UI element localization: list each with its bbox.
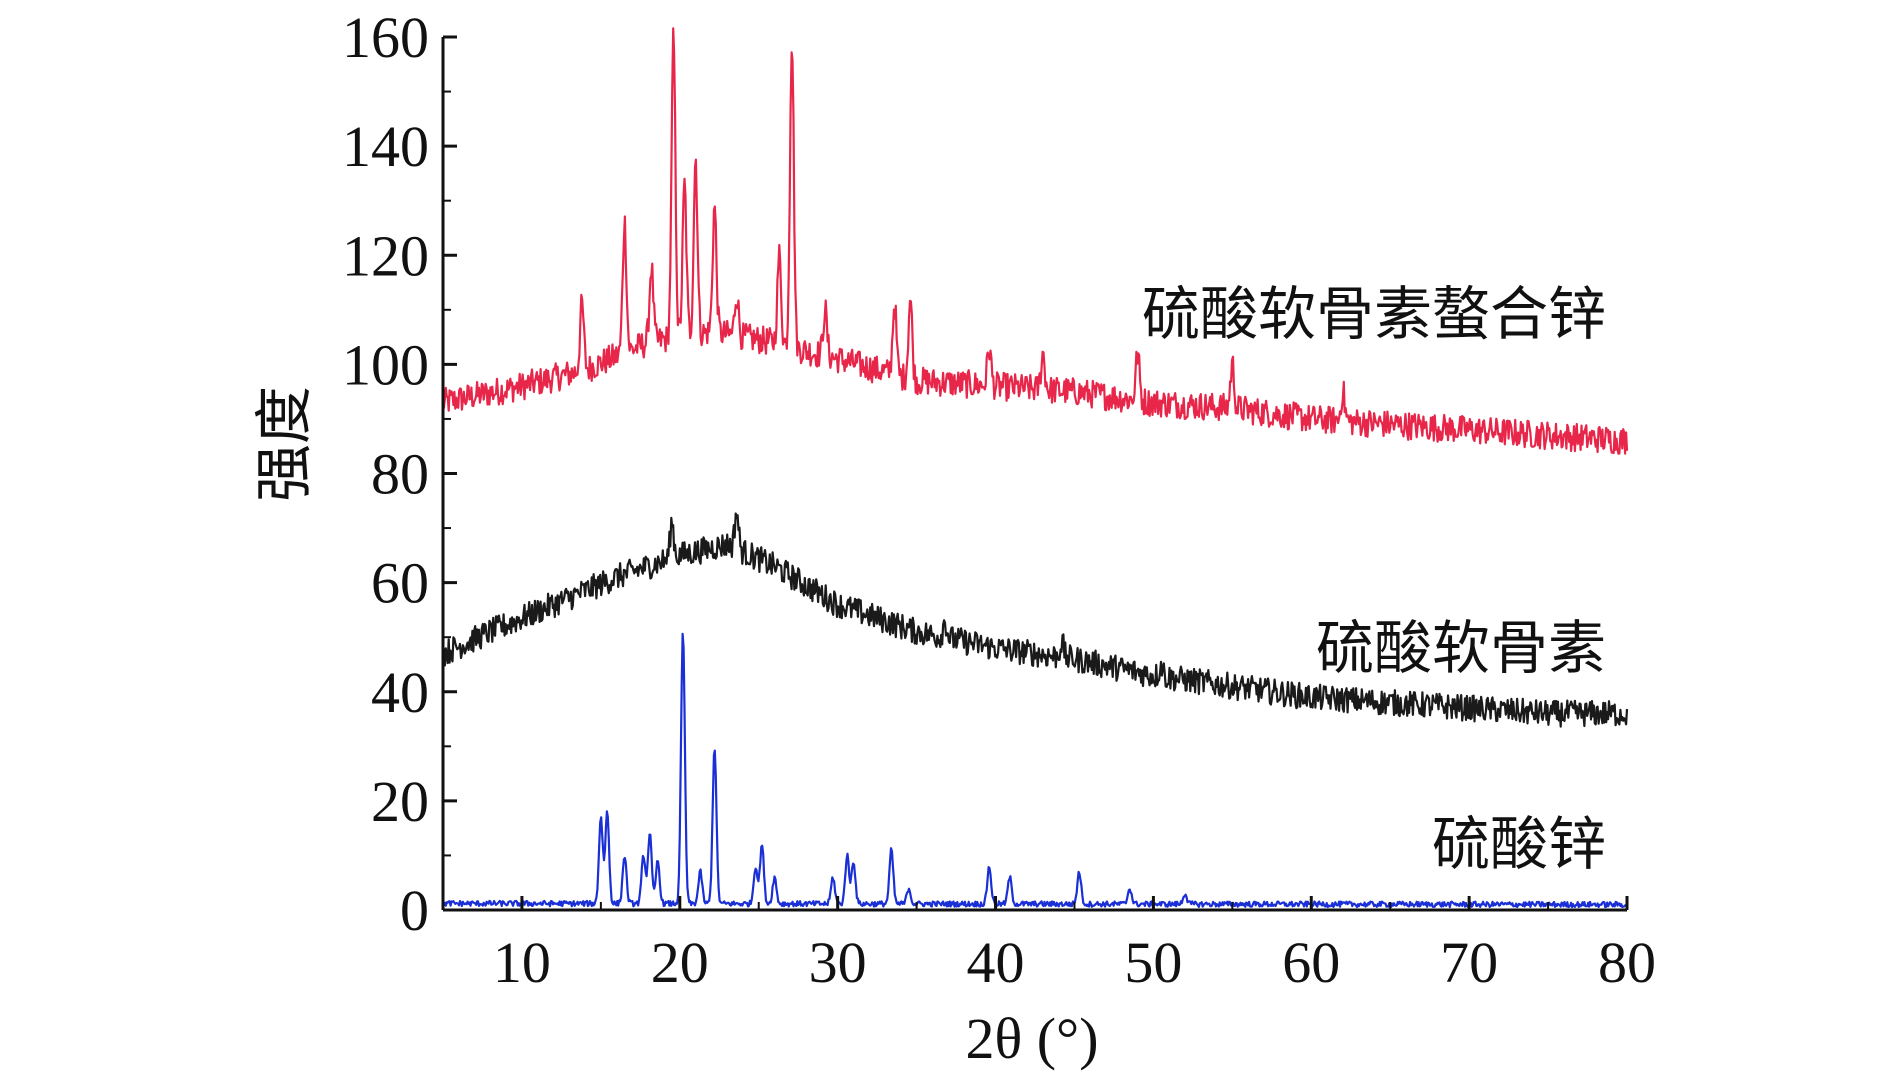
y-tick-label: 140 [342, 114, 429, 179]
y-tick-label: 80 [371, 442, 429, 507]
y-tick-label: 160 [342, 5, 429, 70]
series-label-chondroitin: 硫酸软骨素 [1316, 614, 1606, 682]
series-line-2 [441, 632, 1629, 909]
series-line-0 [441, 27, 1629, 455]
y-tick-label: 20 [371, 769, 429, 834]
x-tick-label: 70 [1440, 930, 1498, 995]
y-tick-label: 120 [342, 223, 429, 288]
series-label-chelate: 硫酸软骨素螯合锌 [1142, 280, 1606, 348]
series-line-1 [441, 512, 1629, 728]
x-tick-label: 30 [809, 930, 867, 995]
x-tick-label: 80 [1598, 930, 1656, 995]
x-tick-label: 60 [1282, 930, 1340, 995]
x-tick-label: 50 [1124, 930, 1182, 995]
x-axis-title: 2θ (°) [965, 1006, 1098, 1071]
x-tick-label: 20 [651, 930, 709, 995]
y-tick-label: 40 [371, 660, 429, 725]
axes: 0 20 40 60 80 100 120 140 160 10 20 30 40 50 60 70 80 [342, 5, 1656, 995]
series-layer [441, 27, 1629, 909]
series-label-zinc: 硫酸锌 [1432, 810, 1606, 878]
x-tick-label: 10 [493, 930, 551, 995]
y-tick-label: 60 [371, 551, 429, 616]
y-tick-label: 0 [400, 878, 429, 943]
y-tick-label: 100 [342, 332, 429, 397]
y-axis-title: 强度 [252, 386, 317, 502]
x-tick-label: 40 [967, 930, 1025, 995]
